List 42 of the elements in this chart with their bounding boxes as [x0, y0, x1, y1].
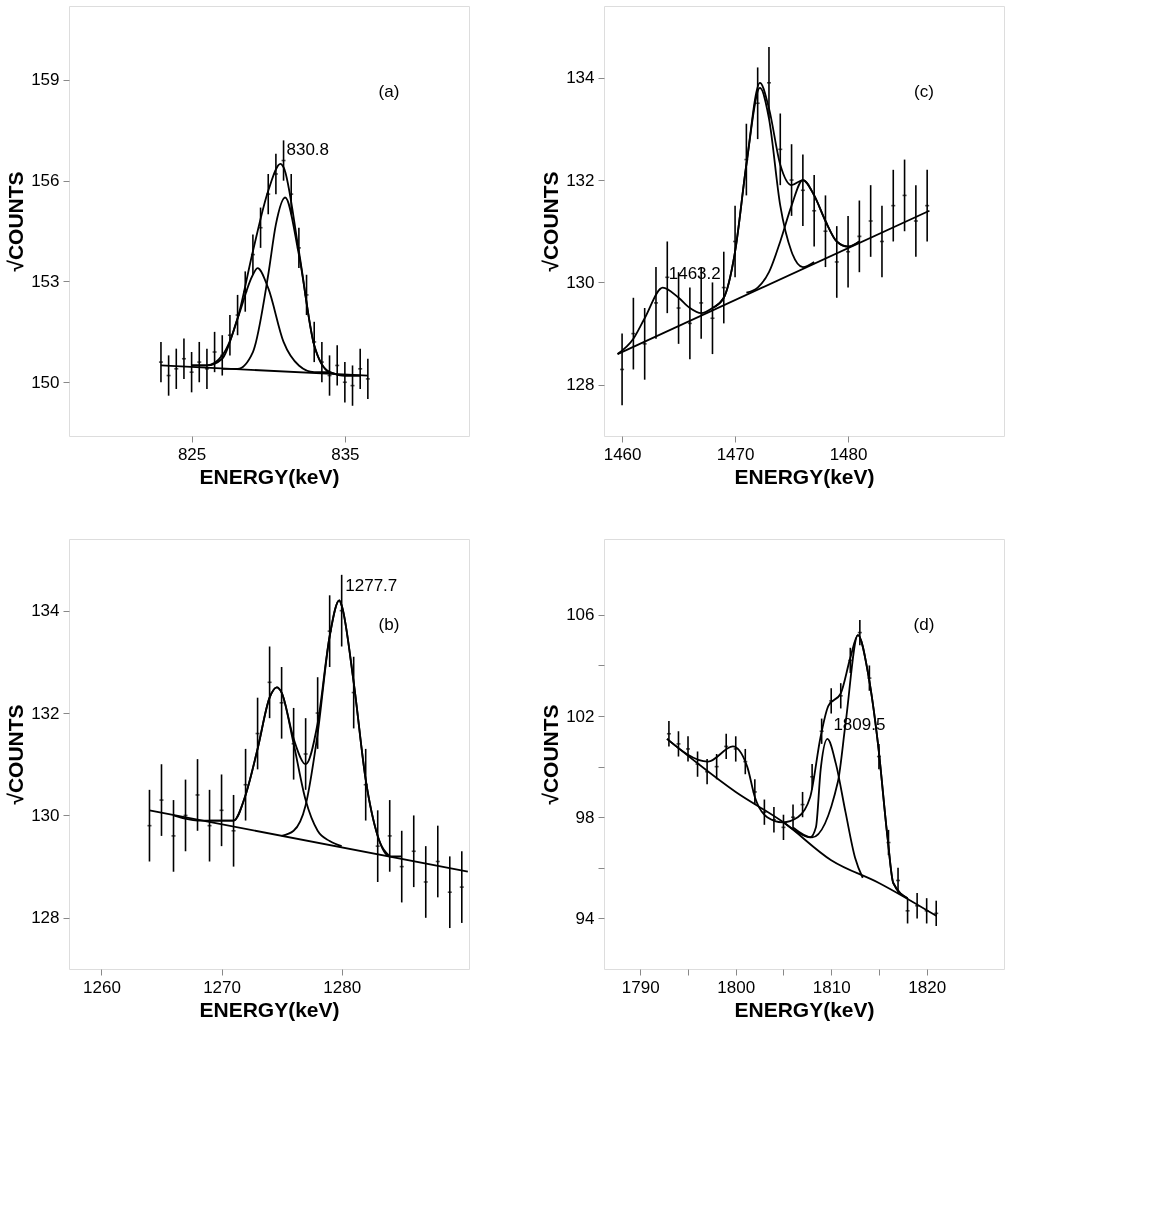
- y-tick-label: 150: [31, 372, 60, 392]
- x-tick-label: 835: [331, 444, 360, 464]
- y-tick-label: 128: [566, 375, 595, 395]
- y-axis-title: √COUNTS: [4, 704, 28, 805]
- x-axis-title: ENERGY(keV): [199, 997, 340, 1021]
- y-tick-label: 134: [31, 601, 60, 621]
- y-tick-label: 130: [31, 805, 60, 825]
- y-tick-label: 156: [31, 171, 60, 191]
- y-axis-title: √COUNTS: [539, 704, 563, 805]
- x-tick-label: 1810: [812, 977, 851, 997]
- annotation: 830.8: [286, 139, 330, 159]
- x-tick-label: 1820: [908, 977, 947, 997]
- x-tick-label: 1280: [323, 977, 362, 997]
- y-tick-label: 132: [566, 170, 595, 190]
- x-tick-label: 1270: [203, 977, 241, 997]
- annotation: (a): [378, 82, 400, 101]
- y-tick-label: 153: [31, 271, 60, 291]
- annotation: 1277.7: [345, 576, 398, 596]
- y-tick-label: 130: [566, 272, 595, 292]
- y-tick-label: 102: [566, 706, 595, 726]
- x-axis-title: ENERGY(keV): [734, 464, 875, 488]
- y-tick-label: 94: [575, 908, 595, 928]
- x-tick-label: 1470: [716, 444, 755, 464]
- annotation: (c): [914, 82, 934, 101]
- x-tick-label: 1460: [603, 444, 642, 464]
- y-tick-label: 98: [575, 807, 595, 827]
- y-tick-label: 128: [31, 908, 60, 928]
- x-axis-title: ENERGY(keV): [734, 997, 875, 1021]
- y-tick-label: 132: [31, 703, 60, 723]
- x-tick-label: 1480: [829, 444, 868, 464]
- x-tick-label: 1260: [83, 977, 121, 997]
- annotation: (b): [378, 615, 400, 634]
- x-tick-label: 1790: [621, 977, 660, 997]
- annotation: (d): [913, 615, 935, 634]
- y-tick-label: 134: [566, 68, 595, 88]
- y-tick-label: 106: [566, 605, 595, 625]
- y-axis-title: √COUNTS: [539, 171, 563, 272]
- y-axis-title: √COUNTS: [4, 171, 28, 272]
- y-tick-label: 159: [31, 70, 60, 90]
- x-tick-label: 825: [177, 444, 207, 464]
- x-tick-label: 1800: [717, 977, 756, 997]
- x-axis-title: ENERGY(keV): [199, 464, 340, 488]
